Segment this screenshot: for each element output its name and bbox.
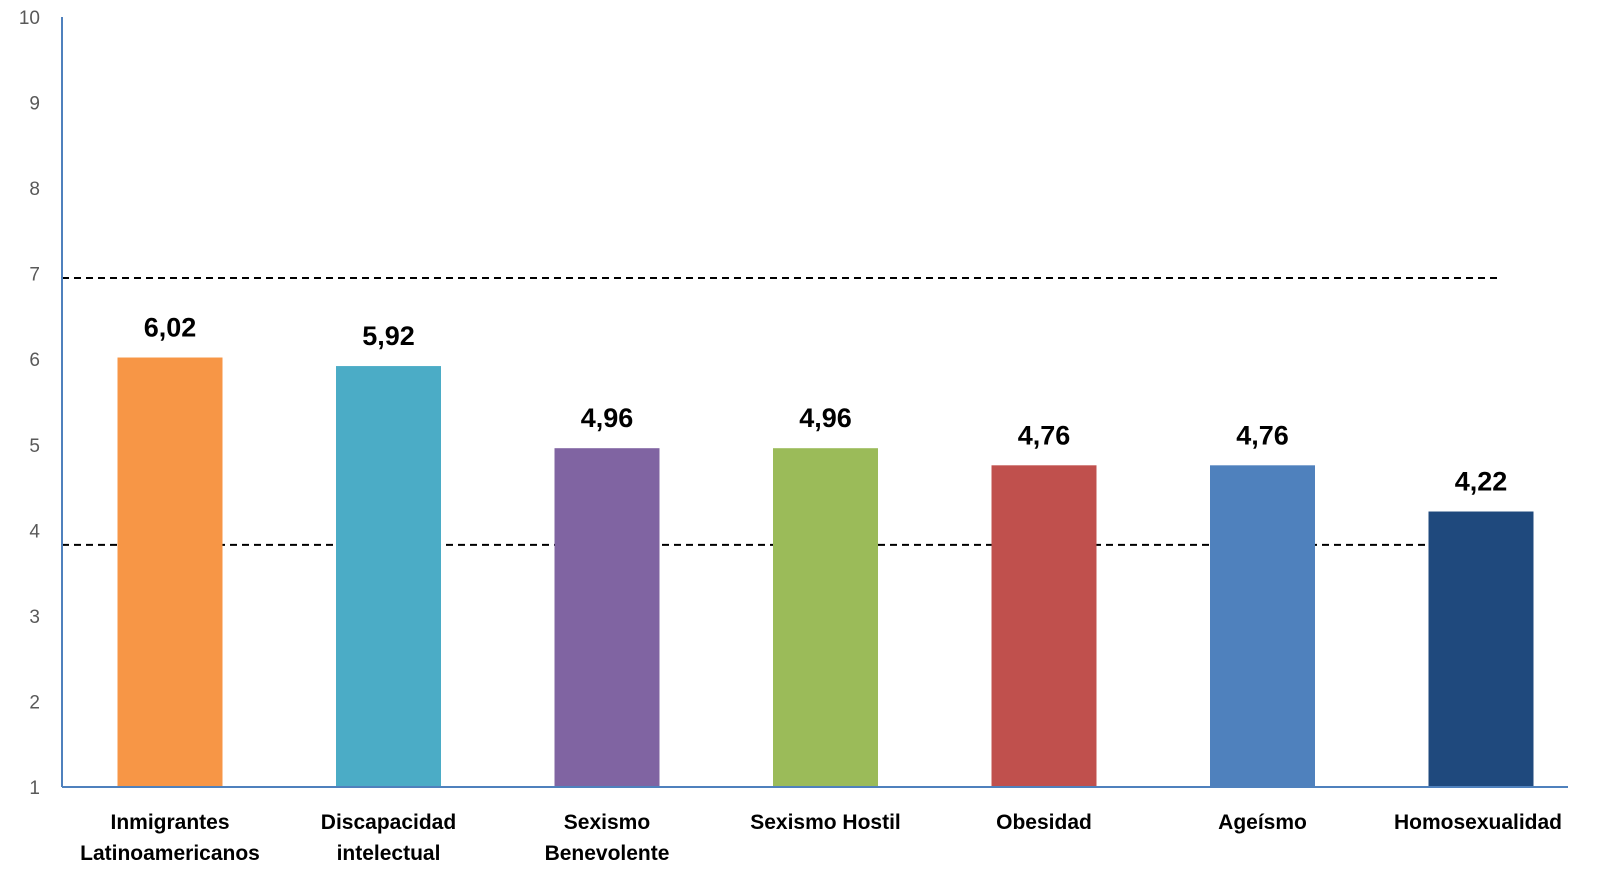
y-tick-label-2: 2	[29, 692, 40, 713]
y-tick-label-9: 9	[29, 94, 40, 115]
bar-2	[336, 366, 441, 787]
value-label-3: 4,96	[581, 403, 634, 433]
category-label-2: Discapacidad intelectual	[321, 811, 456, 865]
category-label-7: Homosexualidad	[1394, 811, 1562, 834]
category-label-1: Inmigrantes Latinoamericanos	[80, 811, 260, 865]
category-label-5: Obesidad	[996, 811, 1092, 834]
y-tick-label-6: 6	[29, 350, 40, 371]
y-tick-label-4: 4	[29, 521, 40, 542]
value-label-1: 6,02	[144, 313, 197, 343]
bar-4	[773, 448, 878, 787]
axes	[61, 17, 1568, 788]
value-label-5: 4,76	[1018, 420, 1071, 450]
category-labels: Inmigrantes Latinoamericanos Discapacidad i…	[80, 811, 1562, 865]
y-tick-label-1: 1	[29, 778, 40, 799]
value-label-7: 4,22	[1455, 467, 1508, 497]
bar-5	[991, 465, 1097, 787]
bars	[117, 357, 1534, 787]
value-label-2: 5,92	[362, 321, 415, 351]
y-tick-label-8: 8	[29, 179, 40, 200]
bar-3	[554, 448, 660, 787]
value-label-6: 4,76	[1236, 420, 1289, 450]
bar-7	[1428, 511, 1534, 787]
category-label-4: Sexismo Hostil	[750, 811, 901, 834]
y-tick-label-7: 7	[29, 265, 40, 286]
bar-1	[117, 357, 223, 787]
value-labels: 6,02 5,92 4,96 4,96 4,76 4,76 4,22	[144, 313, 1508, 497]
bar-6	[1210, 465, 1315, 787]
category-label-6: Ageísmo	[1218, 811, 1307, 834]
y-tick-label-5: 5	[29, 436, 40, 457]
y-tick-labels: 1 2 3 4 5 6 7 8 9 10	[19, 8, 41, 799]
y-tick-label-3: 3	[29, 607, 40, 628]
y-tick-label-10: 10	[19, 8, 40, 29]
category-label-3: Sexismo Benevolente	[545, 811, 670, 865]
value-label-4: 4,96	[799, 403, 852, 433]
